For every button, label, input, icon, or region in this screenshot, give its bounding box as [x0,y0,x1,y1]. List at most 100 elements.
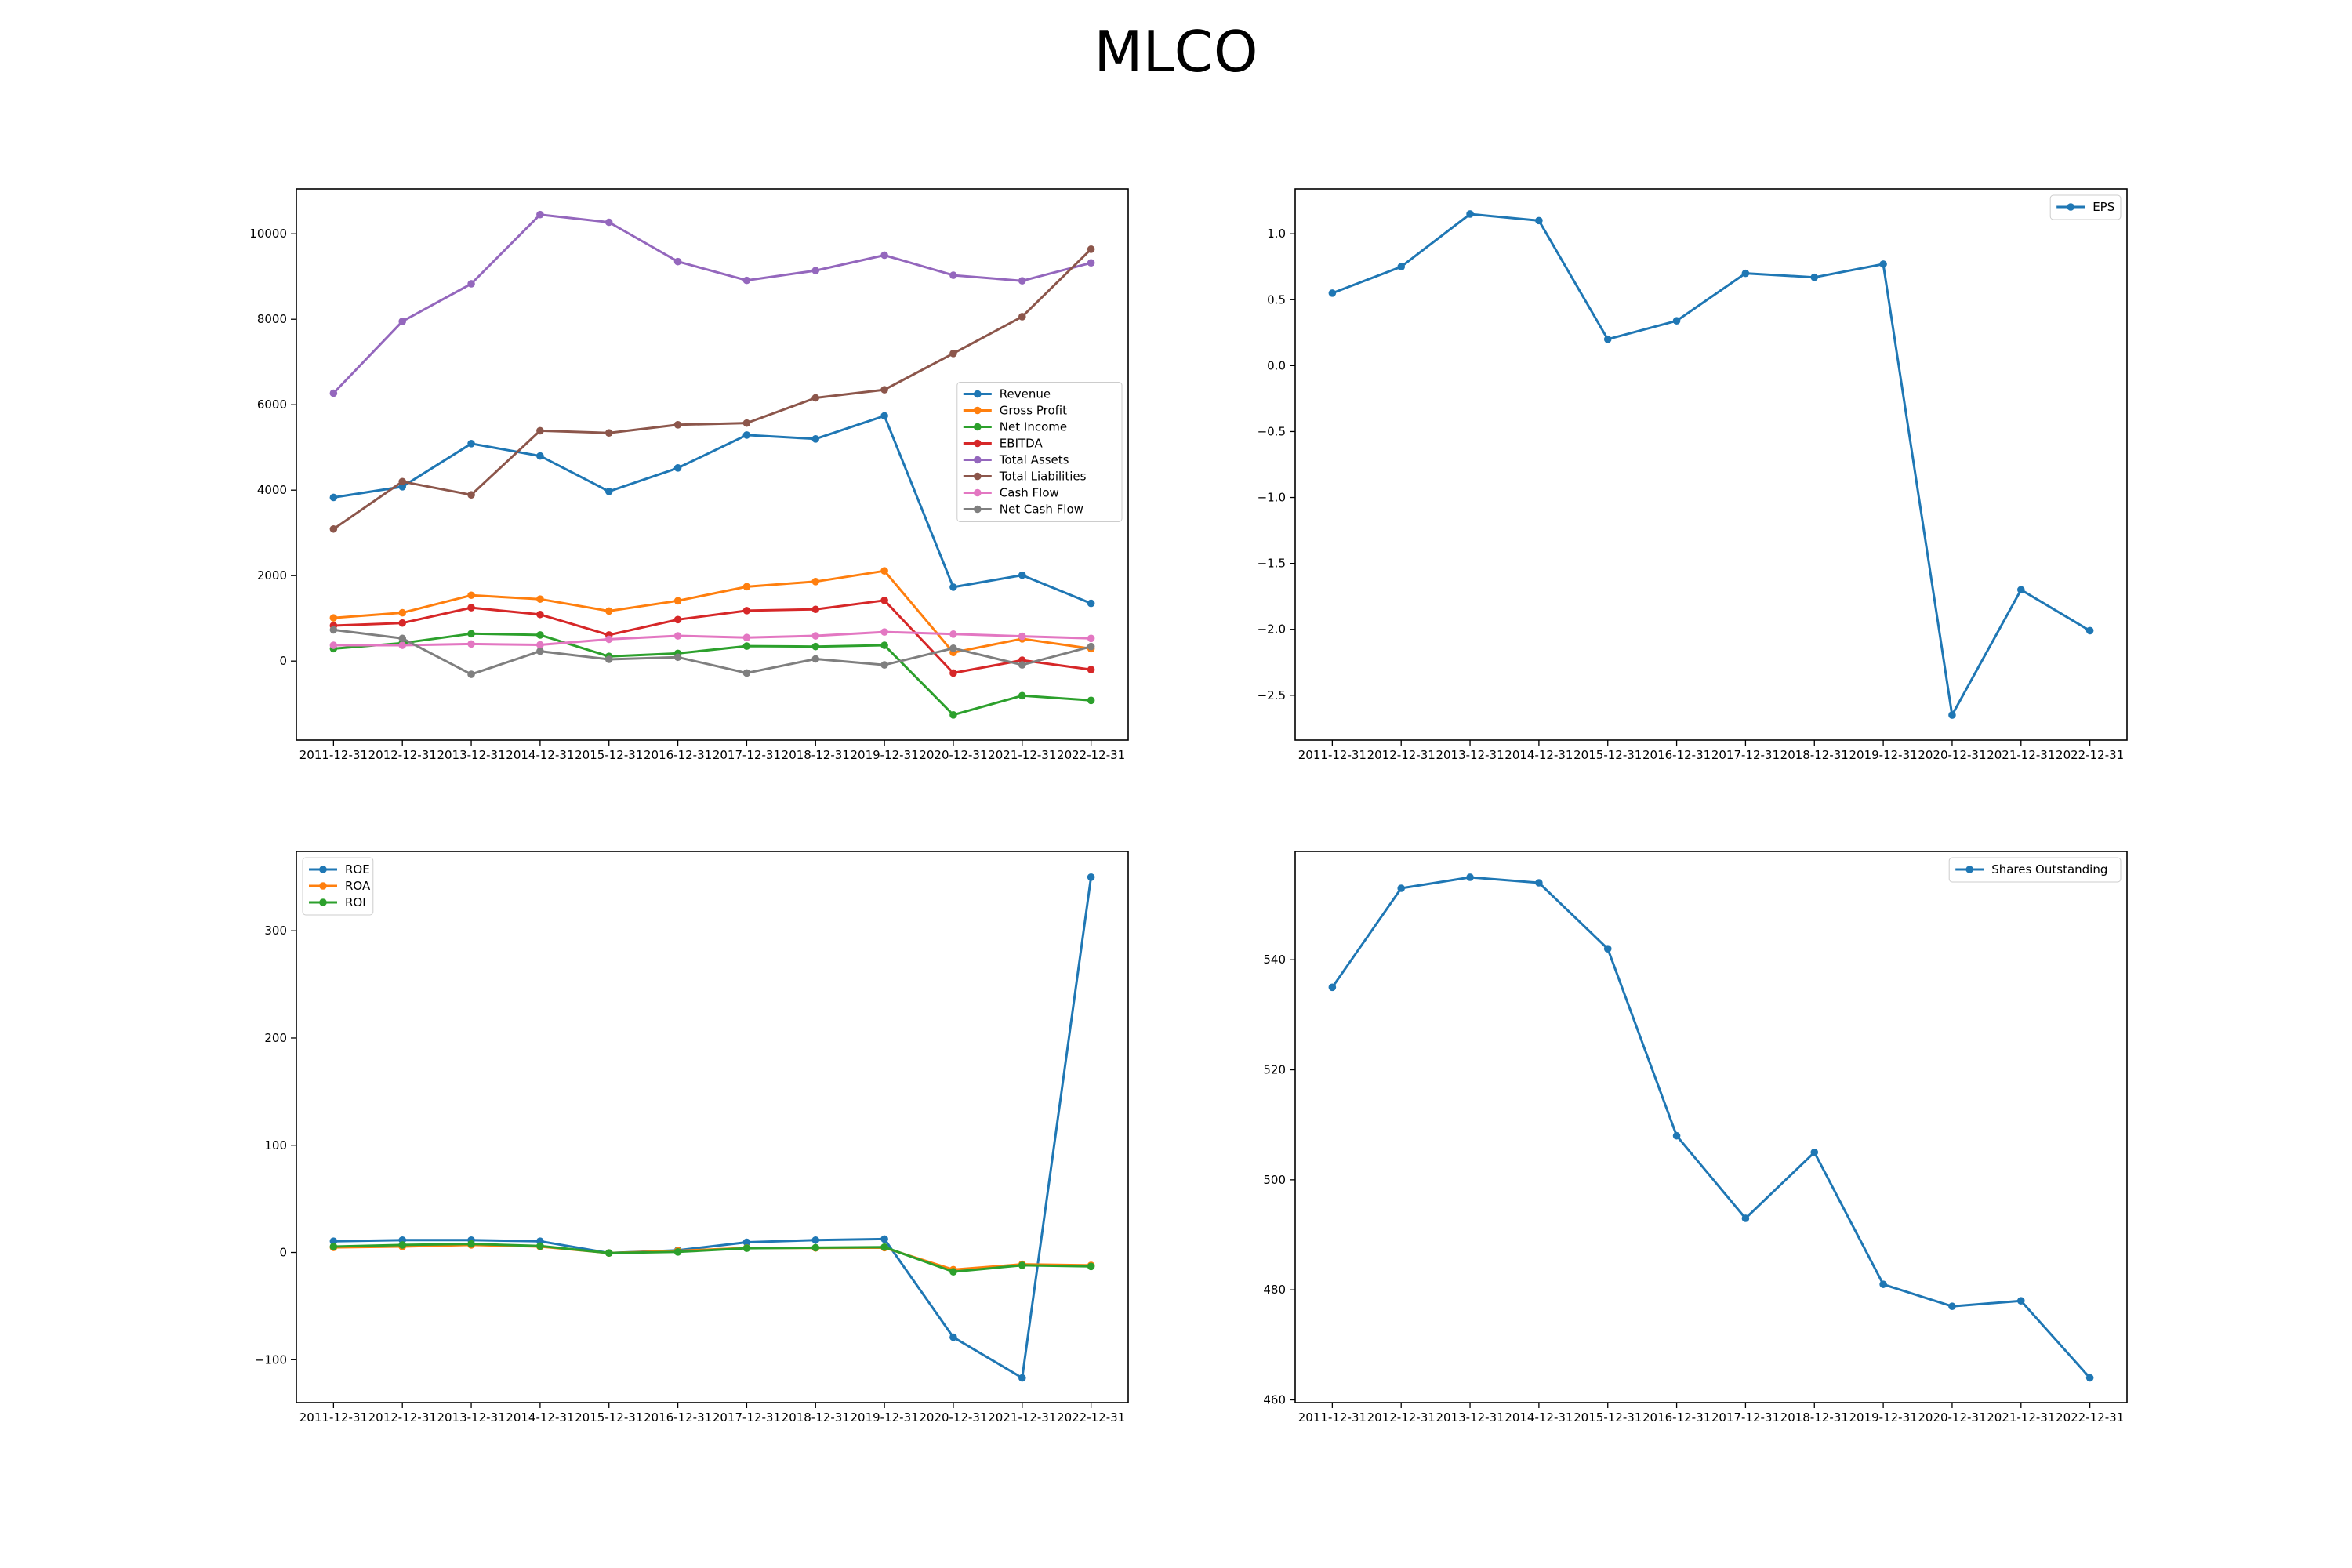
data-point [536,426,544,435]
y-tick-label: 4000 [257,483,287,497]
data-point [1810,273,1819,281]
legend-label-ebitda: EBITDA [1000,437,1044,451]
data-point [673,464,682,472]
legend-swatch-marker [974,505,982,514]
y-tick-label: 0.5 [1267,292,1286,307]
legend-swatch-marker [974,472,982,481]
x-tick-label: 2012-12-31 [368,748,437,762]
plot-frame [296,188,1129,741]
x-tick-label: 2015-12-31 [1573,1410,1642,1425]
y-tick-label: 200 [264,1031,287,1045]
x-tick-label: 2013-12-31 [437,1410,505,1425]
data-point [673,653,682,662]
y-tick-label: −2.5 [1258,688,1286,702]
x-tick-label: 2014-12-31 [1504,1410,1573,1425]
data-point [811,605,820,614]
legend-swatch-marker [319,898,327,906]
series-line [1331,212,2091,717]
legend-label-gross-profit: Gross Profit [1000,404,1067,418]
data-point [467,604,475,612]
x-tick-label: 2011-12-31 [299,748,368,762]
data-point [467,280,475,288]
data-point [329,1243,338,1250]
chart-panel-1: 2011-12-31 2012-12-31 2013-12-31 2014-12-31… [249,188,1129,762]
x-tick-label: 2020-12-31 [1918,748,1986,762]
x-tick-label: 2015-12-31 [575,1410,643,1425]
x-tick-label: 2016-12-31 [1642,748,1711,762]
series-roi [329,1240,1095,1276]
data-point [536,595,544,603]
data-point [949,644,957,652]
plot-frame [1294,188,2128,741]
data-point [398,608,407,617]
x-tick-label: 2016-12-31 [644,1410,712,1425]
y-tick-label: −1.5 [1258,557,1286,571]
data-point [742,419,751,427]
y-tick-label: 500 [1263,1173,1286,1187]
data-point [1948,1302,1956,1311]
x-tick-label: 2022-12-31 [2056,1410,2124,1425]
series-line [333,877,1093,1379]
x-tick-label: 2013-12-31 [1436,1410,1504,1425]
x-tick-label: 2019-12-31 [851,1410,919,1425]
data-point [2085,1374,2094,1382]
x-tick-label: 2021-12-31 [988,748,1056,762]
series-line [333,628,1091,676]
legend-label-shares-outstanding: Shares Outstanding [1991,862,2107,877]
data-point [1087,634,1095,643]
data-point [673,1248,682,1256]
x-tick-label: 2011-12-31 [1298,1410,1367,1425]
x-tick-label: 2012-12-31 [1367,748,1436,762]
data-point [1741,269,1750,278]
series-eps [1328,210,2094,719]
data-point [1087,245,1095,253]
data-point [949,711,957,719]
data-point [467,670,475,678]
series-total-assets [329,210,1095,397]
data-point [1328,983,1337,992]
data-point [398,619,407,627]
legend-box [2049,194,2122,220]
chart-panel-4: 2011-12-31 2012-12-31 2013-12-31 2014-12-31… [1263,851,2128,1425]
series-line [333,414,1092,604]
x-tick-label: 2015-12-31 [575,748,643,762]
data-point [1741,1214,1750,1222]
y-tick-label: 2000 [257,568,287,583]
data-point [949,271,957,279]
data-point [329,1237,338,1245]
legend-label-cash-flow: Cash Flow [1000,486,1059,500]
data-point [673,257,682,266]
data-point [1328,289,1337,297]
x-tick-label: 2015-12-31 [1573,748,1642,762]
data-point [949,350,957,358]
legend-label-net-income: Net Income [1000,420,1067,434]
y-tick-label: 520 [1263,1063,1286,1077]
data-point [742,633,751,642]
data-point [811,394,820,402]
x-tick-label: 2017-12-31 [1711,1410,1780,1425]
data-point [329,524,338,533]
data-point [811,655,820,663]
legend-label-roe: ROE [345,862,370,877]
data-point [742,1244,751,1252]
series-net-cash-flow [329,626,1095,678]
data-point [1397,884,1406,892]
data-point [880,386,888,394]
data-point [673,421,682,429]
data-point [536,631,544,639]
x-tick-label: 2019-12-31 [851,748,919,762]
data-point [604,1249,613,1258]
data-point [1018,661,1026,669]
x-tick-label: 2013-12-31 [1436,748,1504,762]
legend-box [1948,857,2122,883]
series-line [332,213,1091,394]
series-line [333,630,1091,647]
y-tick-label: 480 [1263,1283,1286,1297]
x-tick-label: 2020-12-31 [919,1410,987,1425]
data-point [880,641,888,649]
y-tick-label: 6000 [257,397,287,412]
data-point [1087,873,1095,881]
data-point [811,578,820,586]
data-point [742,669,751,677]
